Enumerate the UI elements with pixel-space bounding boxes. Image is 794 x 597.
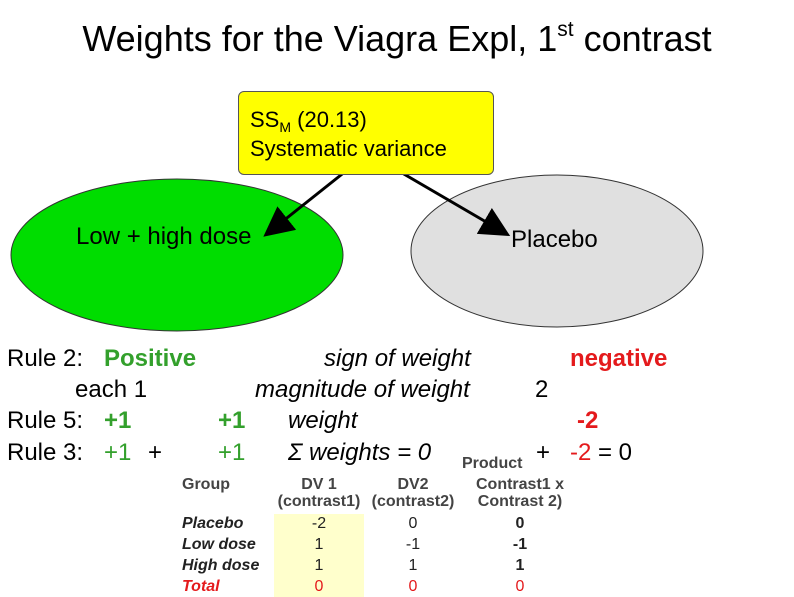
rule2-positive: Positive (104, 345, 197, 372)
systematic-variance-label: Systematic variance (250, 136, 447, 161)
header-col-1: DV 1 (301, 476, 337, 493)
table-cell-dv1: -2 (311, 515, 327, 532)
rule3-weight-right: -2 (570, 439, 592, 466)
table-cell-product: 0 (515, 515, 525, 532)
table-cell-dv2: 0 (408, 515, 418, 532)
header-col-2: DV2 (397, 476, 429, 493)
table-cell-product: 1 (515, 557, 525, 574)
rule3-plus: + (148, 439, 163, 466)
table-cell-dv2: 0 (408, 578, 418, 595)
table-row-group: Low dose (182, 536, 256, 553)
each-1-text: each 1 (75, 376, 148, 403)
table-row-group: High dose (182, 557, 260, 574)
low-high-dose-ellipse (10, 178, 344, 332)
rule3-prefix: Rule 3: (7, 439, 84, 466)
rule2-negative: negative (570, 345, 668, 372)
table-cell-dv1: 1 (314, 536, 324, 553)
placebo-label: Placebo (511, 226, 598, 253)
ss-model-label: SSM (20.13) (250, 107, 367, 135)
table-cell-dv2: -1 (405, 536, 421, 553)
rule3-weight-a: +1 (104, 439, 132, 466)
table-cell-dv1: 1 (314, 557, 324, 574)
rule5-weight-right: -2 (577, 407, 599, 434)
table-row-group: Total (182, 578, 220, 595)
product-label: Product (462, 455, 523, 472)
rule2-sign-text: sign of weight (324, 345, 471, 372)
rule3-sum-text: Σ weights = 0 (288, 439, 431, 467)
table-cell-product: 0 (515, 578, 525, 595)
rule5-weight-text: weight (288, 407, 358, 434)
rule5-weight-b: +1 (218, 407, 246, 434)
header-col-1: (contrast1) (277, 493, 361, 510)
rule5-weight-a: +1 (104, 407, 132, 434)
rule3-plus2: + (536, 439, 551, 466)
rule3-equals-zero: = 0 (598, 439, 633, 466)
table-row-group: Placebo (182, 515, 244, 532)
header-col-3: Contrast 2) (477, 493, 563, 510)
table-cell-product: -1 (512, 536, 528, 553)
low-high-dose-label: Low + high dose (76, 223, 252, 250)
page-title: Weights for the Viagra Expl, 1st contras… (82, 18, 712, 59)
ss-model-box: SSM (20.13) Systematic variance (238, 91, 494, 175)
dv1-highlight (274, 514, 364, 597)
magnitude-text: magnitude of weight (255, 376, 470, 403)
sigma-symbol: Σ (288, 439, 303, 466)
rule2-prefix: Rule 2: (7, 345, 84, 372)
table-cell-dv2: 1 (408, 557, 418, 574)
header-col-3: Contrast1 x (475, 476, 565, 493)
rule3-weight-b: +1 (218, 439, 246, 466)
magnitude-value: 2 (535, 376, 549, 403)
header-col-2: (contrast2) (371, 493, 455, 510)
rule5-prefix: Rule 5: (7, 407, 84, 434)
header-group: Group (182, 476, 230, 493)
table-cell-dv1: 0 (314, 578, 324, 595)
rule3-sum-label: weights = 0 (302, 439, 432, 466)
